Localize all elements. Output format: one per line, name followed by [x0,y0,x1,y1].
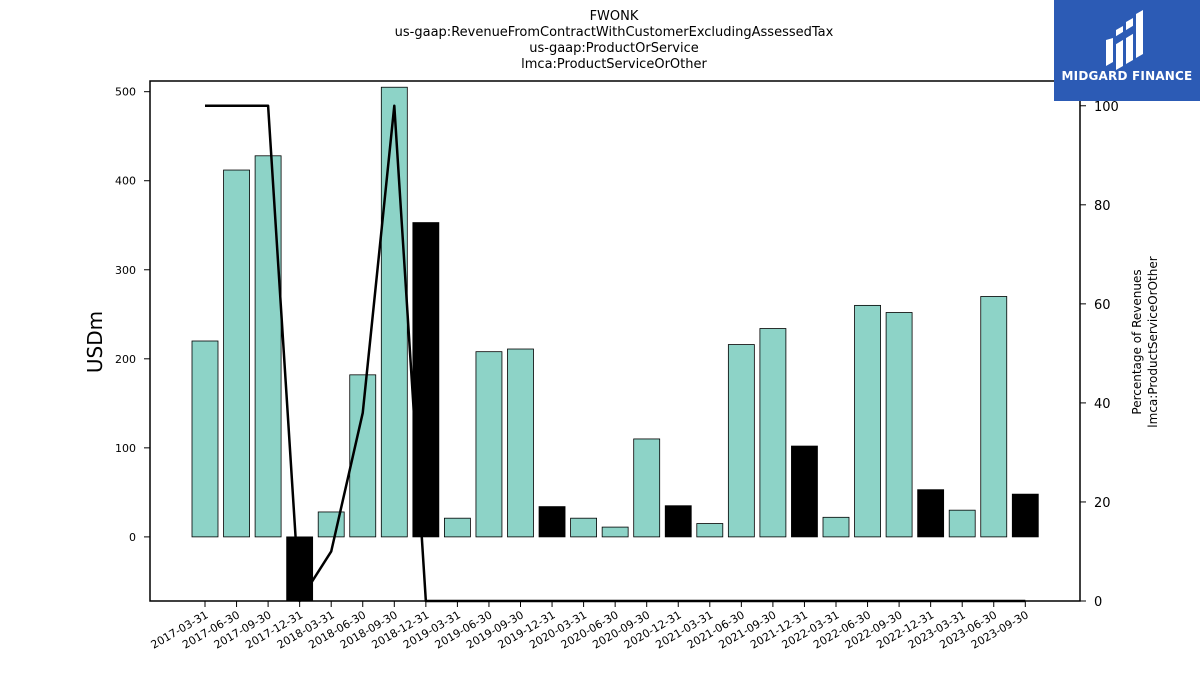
chart-title-line: us-gaap:ProductOrService [529,41,699,56]
midgard-logo-icon [1106,10,1143,70]
bar [759,328,787,538]
bar [570,517,597,538]
y-tick-label: 400 [115,175,136,188]
logo: MIDGARD FINANCE [1054,0,1200,101]
bar [475,351,503,538]
bar [412,222,440,538]
y2-tick-label: 40 [1094,397,1111,412]
bar [854,304,881,538]
bar [696,523,724,538]
bar [507,348,534,538]
bar [223,169,250,538]
bar [254,155,282,538]
bar [191,340,219,538]
bar [443,517,471,538]
bar [601,526,629,538]
bar [980,296,1008,538]
bar [664,505,692,538]
bar [633,438,661,538]
y2-tick-label: 60 [1094,298,1111,313]
bar [948,509,976,538]
y2-axis-label: Percentage of Revenues [1130,269,1144,414]
y2-tick-label: 20 [1094,496,1111,511]
y-tick-label: 500 [115,86,136,99]
y-tick-label: 0 [129,531,136,544]
bar [727,344,755,538]
chart-title-line: us-gaap:RevenueFromContractWithCustomerE… [395,25,834,40]
y-tick-label: 200 [115,353,136,366]
y2-tick-label: 80 [1094,199,1111,214]
bar [885,312,913,538]
y2-tick-label: 100 [1094,100,1119,115]
bar [791,445,818,538]
bar [380,86,408,538]
y2-axis-label: lmca:ProductServiceOrOther [1146,256,1160,427]
bar [538,506,566,538]
y-axis-label: USDm [83,311,107,373]
chart-title-line: lmca:ProductServiceOrOther [521,57,707,72]
logo-text: MIDGARD FINANCE [1061,69,1193,83]
chart-title-line: FWONK [590,9,639,24]
y2-tick-label: 0 [1094,595,1102,610]
bar [1011,493,1039,538]
y-tick-label: 300 [115,264,136,277]
bar [822,516,850,538]
y-tick-label: 100 [115,442,136,455]
bar [917,489,945,538]
